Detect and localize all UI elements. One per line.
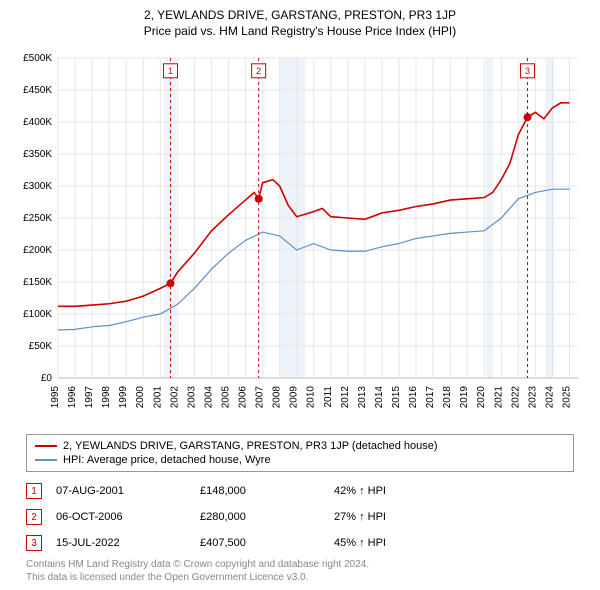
svg-text:2002: 2002	[169, 386, 180, 409]
svg-text:2017: 2017	[425, 386, 436, 409]
attribution: Contains HM Land Registry data © Crown c…	[26, 558, 574, 584]
sale-marker: 1	[26, 483, 42, 499]
svg-text:2014: 2014	[374, 386, 385, 409]
sale-date: 06-OCT-2006	[56, 511, 186, 523]
svg-text:2000: 2000	[135, 386, 146, 409]
legend: 2, YEWLANDS DRIVE, GARSTANG, PRESTON, PR…	[26, 434, 574, 472]
svg-text:£0: £0	[41, 373, 53, 384]
svg-text:1998: 1998	[101, 386, 112, 409]
legend-swatch	[35, 459, 57, 461]
title-address: 2, YEWLANDS DRIVE, GARSTANG, PRESTON, PR…	[0, 8, 600, 22]
svg-text:2016: 2016	[408, 386, 419, 409]
svg-text:2001: 2001	[152, 386, 163, 409]
chart-area: £0 £50K £100K £150K £200K £250K £300K £350K £400…	[10, 46, 590, 426]
sale-date: 07-AUG-2001	[56, 485, 186, 497]
svg-text:2021: 2021	[493, 386, 504, 409]
svg-text:£350K: £350K	[23, 149, 52, 160]
svg-text:£100K: £100K	[23, 309, 52, 320]
svg-text:2025: 2025	[561, 386, 572, 409]
sale-row: 1 07-AUG-2001 £148,000 42% ↑ HPI	[26, 478, 574, 504]
legend-label: 2, YEWLANDS DRIVE, GARSTANG, PRESTON, PR…	[63, 440, 438, 452]
svg-text:2009: 2009	[289, 386, 300, 409]
svg-text:2: 2	[256, 66, 261, 76]
sale-delta: 27% ↑ HPI	[334, 511, 574, 523]
svg-text:£150K: £150K	[23, 277, 52, 288]
svg-text:3: 3	[525, 66, 530, 76]
svg-text:2004: 2004	[203, 386, 214, 409]
svg-text:£300K: £300K	[23, 181, 52, 192]
svg-text:£200K: £200K	[23, 245, 52, 256]
legend-item: 2, YEWLANDS DRIVE, GARSTANG, PRESTON, PR…	[35, 439, 565, 453]
title-subtitle: Price paid vs. HM Land Registry's House …	[0, 24, 600, 38]
svg-text:2015: 2015	[391, 386, 402, 409]
svg-text:£450K: £450K	[23, 85, 52, 96]
svg-text:2013: 2013	[357, 386, 368, 409]
sales-table: 1 07-AUG-2001 £148,000 42% ↑ HPI 2 06-OCT-200…	[26, 478, 574, 556]
sale-price: £280,000	[200, 511, 320, 523]
svg-text:2011: 2011	[323, 386, 334, 408]
svg-text:2022: 2022	[510, 386, 521, 409]
svg-text:2019: 2019	[459, 386, 470, 409]
svg-text:1996: 1996	[67, 386, 78, 409]
legend-item: HPI: Average price, detached house, Wyre	[35, 453, 565, 467]
svg-text:2023: 2023	[527, 386, 538, 409]
svg-text:2005: 2005	[220, 386, 231, 409]
svg-text:2020: 2020	[476, 386, 487, 409]
svg-text:2012: 2012	[340, 386, 351, 409]
svg-text:2018: 2018	[442, 386, 453, 409]
chart-container: 2, YEWLANDS DRIVE, GARSTANG, PRESTON, PR…	[0, 0, 600, 590]
svg-text:1: 1	[168, 66, 173, 76]
svg-text:2006: 2006	[238, 386, 249, 409]
attribution-line1: Contains HM Land Registry data © Crown c…	[26, 558, 574, 571]
legend-label: HPI: Average price, detached house, Wyre	[63, 454, 271, 466]
svg-text:£400K: £400K	[23, 117, 52, 128]
svg-text:2008: 2008	[272, 386, 283, 409]
svg-text:1995: 1995	[50, 386, 61, 409]
sale-price: £148,000	[200, 485, 320, 497]
sale-marker: 3	[26, 535, 42, 551]
legend-swatch	[35, 445, 57, 447]
sale-delta: 45% ↑ HPI	[334, 537, 574, 549]
sale-date: 15-JUL-2022	[56, 537, 186, 549]
title-area: 2, YEWLANDS DRIVE, GARSTANG, PRESTON, PR…	[0, 0, 600, 38]
svg-text:1999: 1999	[118, 386, 129, 409]
svg-text:£50K: £50K	[29, 341, 53, 352]
svg-text:£250K: £250K	[23, 213, 52, 224]
svg-text:2003: 2003	[186, 386, 197, 409]
svg-text:2010: 2010	[306, 386, 317, 409]
sale-delta: 42% ↑ HPI	[334, 485, 574, 497]
sale-row: 3 15-JUL-2022 £407,500 45% ↑ HPI	[26, 530, 574, 556]
sale-price: £407,500	[200, 537, 320, 549]
svg-text:2024: 2024	[544, 386, 555, 409]
sale-row: 2 06-OCT-2006 £280,000 27% ↑ HPI	[26, 504, 574, 530]
attribution-line2: This data is licensed under the Open Gov…	[26, 571, 574, 584]
svg-text:1997: 1997	[84, 386, 95, 409]
sale-marker: 2	[26, 509, 42, 525]
svg-text:£500K: £500K	[23, 53, 52, 64]
line-chart: £0 £50K £100K £150K £200K £250K £300K £350K £400…	[10, 46, 590, 426]
svg-text:2007: 2007	[255, 386, 266, 409]
